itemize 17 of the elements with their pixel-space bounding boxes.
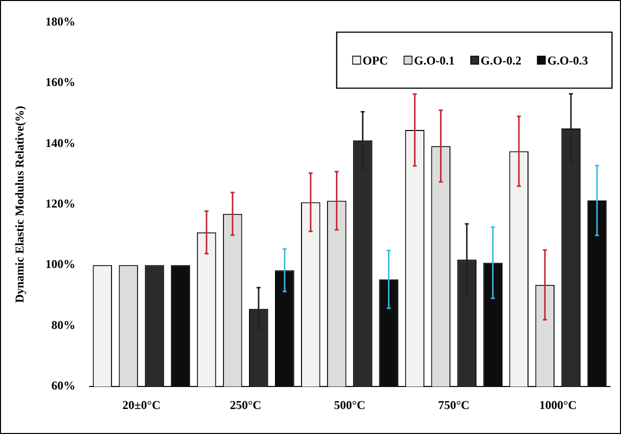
legend-label: G.O-0.2 (480, 53, 522, 68)
y-tick-label: 80% (51, 318, 76, 332)
y-axis-title: Dynamic Elastic Modulus Relative(%) (12, 106, 26, 303)
y-tick-label: 60% (51, 378, 76, 393)
x-tick-label: 750°C (438, 398, 470, 412)
legend-label: G.O-0.3 (547, 53, 588, 68)
legend-label: OPC (362, 53, 388, 68)
x-tick-label: 20±0°C (122, 398, 160, 412)
y-tick-label: 160% (45, 75, 76, 90)
y-tick-label: 100% (45, 257, 76, 272)
y-tick-label: 120% (45, 196, 76, 210)
x-tick-label: 250°C (230, 398, 262, 412)
y-tick-label: 140% (45, 136, 76, 150)
x-tick-label: 1000°C (539, 398, 577, 412)
legend-label: G.O-0.1 (414, 53, 455, 68)
x-tick-label: 500°C (334, 398, 366, 412)
y-tick-label: 180% (45, 14, 76, 28)
